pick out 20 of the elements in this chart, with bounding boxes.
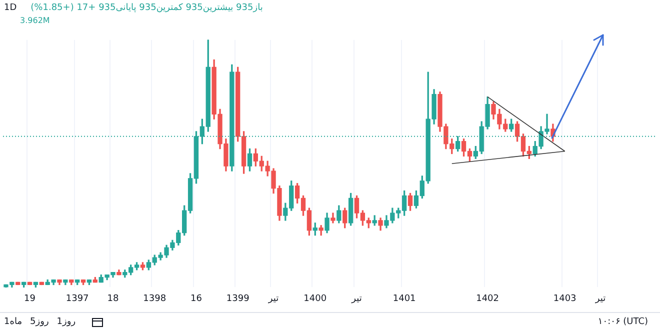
text: 1روز [56, 317, 76, 327]
text: ۱۰:۰۶ (UTC) [598, 317, 648, 327]
text: 5روز [30, 317, 49, 327]
text: باز935 بیشترین935 کمترین935 پایانی935 +17 (+1.85%) [30, 3, 263, 13]
x-tick-label: 18 [107, 294, 119, 304]
text: 1D [4, 3, 17, 13]
x-tick-label: 1398 [143, 294, 166, 304]
x-tick-label: 1397 [66, 294, 89, 304]
x-tick-label: تیر [594, 294, 606, 304]
text: 1ماه [4, 317, 22, 327]
x-tick-label: 1400 [304, 294, 327, 304]
text: 3.962M [20, 16, 50, 25]
x-tick-label: تیر [267, 294, 280, 304]
x-tick-label: 19 [24, 294, 36, 304]
x-tick-label: 1402 [476, 294, 499, 304]
x-tick-label: تیر [350, 294, 362, 304]
x-tick-label: 16 [190, 294, 202, 304]
x-tick-label: 1403 [553, 294, 576, 304]
x-tick-label: 1399 [226, 294, 250, 304]
x-tick-label: 1401 [392, 294, 416, 304]
